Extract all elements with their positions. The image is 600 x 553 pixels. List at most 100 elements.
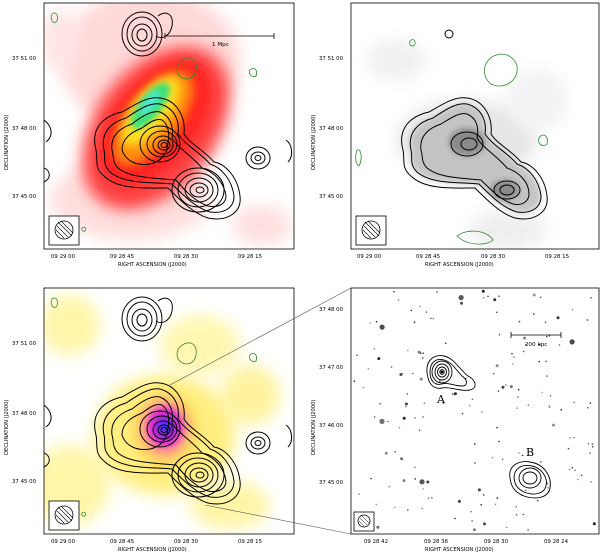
star xyxy=(375,320,378,323)
plot-frame xyxy=(43,2,295,250)
star xyxy=(353,380,356,383)
star xyxy=(556,316,560,320)
dec-ticks: 37 51 00 37 48 00 37 45 00 xyxy=(12,56,37,200)
ra-tick: 09 28 24 xyxy=(544,539,569,545)
star xyxy=(513,356,515,358)
star xyxy=(495,364,499,368)
star xyxy=(573,436,575,439)
star xyxy=(414,466,416,469)
ra-tick: 09 28 45 xyxy=(416,254,440,260)
plot-frame xyxy=(350,287,600,535)
star xyxy=(482,494,485,496)
ra-tick: 09 28 45 xyxy=(110,254,134,260)
star xyxy=(496,497,499,499)
star xyxy=(592,522,596,526)
star xyxy=(560,408,562,411)
star xyxy=(422,416,424,418)
ra-tick: 09 28 15 xyxy=(238,539,262,545)
source-a-label: A xyxy=(436,393,446,406)
dec-tick: 37 45 00 xyxy=(12,194,37,200)
star xyxy=(544,321,547,324)
star xyxy=(515,505,518,508)
star xyxy=(527,404,530,407)
star xyxy=(393,290,395,293)
ra-tick: 09 28 36 xyxy=(424,539,449,545)
ra-tick: 09 28 30 xyxy=(484,539,509,545)
star xyxy=(417,350,421,354)
star xyxy=(545,360,547,363)
star xyxy=(369,322,372,324)
star xyxy=(422,488,425,490)
star xyxy=(468,405,471,407)
dec-tick: 37 48 00 xyxy=(12,126,37,132)
x-axis-label: RIGHT ASCENSION (J2000) xyxy=(118,262,187,268)
star xyxy=(474,462,476,464)
star xyxy=(589,402,592,404)
star xyxy=(536,499,539,502)
star xyxy=(493,298,497,302)
star xyxy=(414,417,416,419)
dec-tick: 37 47 00 xyxy=(319,365,344,371)
star xyxy=(546,482,549,485)
star xyxy=(402,479,406,483)
xray-image-top-left: 1 Mpc xyxy=(44,3,294,249)
star xyxy=(477,488,481,492)
star xyxy=(419,479,425,485)
star xyxy=(498,334,501,336)
star xyxy=(358,493,361,495)
star xyxy=(388,485,391,488)
star xyxy=(373,348,376,350)
plot-frame xyxy=(350,2,600,250)
star xyxy=(591,443,594,445)
scalebar-label: 1 Mpc xyxy=(212,42,229,48)
star xyxy=(406,393,409,395)
star xyxy=(590,297,592,299)
star xyxy=(373,416,376,418)
star xyxy=(525,489,527,491)
ra-ticks: 09 29 00 09 28 45 09 28 30 09 28 15 xyxy=(51,254,262,260)
star xyxy=(580,474,583,477)
star xyxy=(505,526,508,529)
star xyxy=(422,352,424,355)
star xyxy=(590,481,593,483)
star xyxy=(547,487,549,489)
star xyxy=(404,402,408,406)
star xyxy=(399,373,403,376)
star xyxy=(592,446,594,448)
star xyxy=(473,443,476,445)
star-field xyxy=(353,289,596,532)
star xyxy=(568,468,571,471)
star xyxy=(400,457,404,461)
star xyxy=(455,392,458,395)
star xyxy=(430,317,432,320)
source-b-label: B xyxy=(526,446,534,459)
star xyxy=(496,426,498,429)
star xyxy=(501,458,504,461)
star xyxy=(527,529,529,531)
star xyxy=(461,412,464,415)
star xyxy=(432,317,435,320)
star xyxy=(589,452,591,455)
star xyxy=(413,321,416,324)
panel-top-left: 1 Mpc 09 29 00 09 28 45 09 28 30 09 28 1… xyxy=(4,2,295,268)
star xyxy=(426,480,430,484)
star xyxy=(470,510,472,513)
star xyxy=(587,407,589,409)
star xyxy=(522,513,525,516)
star xyxy=(571,309,574,311)
star xyxy=(540,461,542,463)
dec-tick: 37 48 00 xyxy=(12,411,37,417)
star xyxy=(390,366,393,368)
star xyxy=(512,363,514,365)
lensing-image-bottom-left xyxy=(44,288,294,534)
star xyxy=(411,372,414,375)
star xyxy=(362,386,365,389)
star xyxy=(454,517,456,520)
star xyxy=(518,452,520,454)
dec-tick: 37 45 00 xyxy=(319,194,344,200)
star xyxy=(407,509,409,511)
star xyxy=(425,311,428,313)
dec-tick: 37 48 00 xyxy=(319,307,344,313)
star xyxy=(491,456,494,459)
star xyxy=(587,442,590,445)
